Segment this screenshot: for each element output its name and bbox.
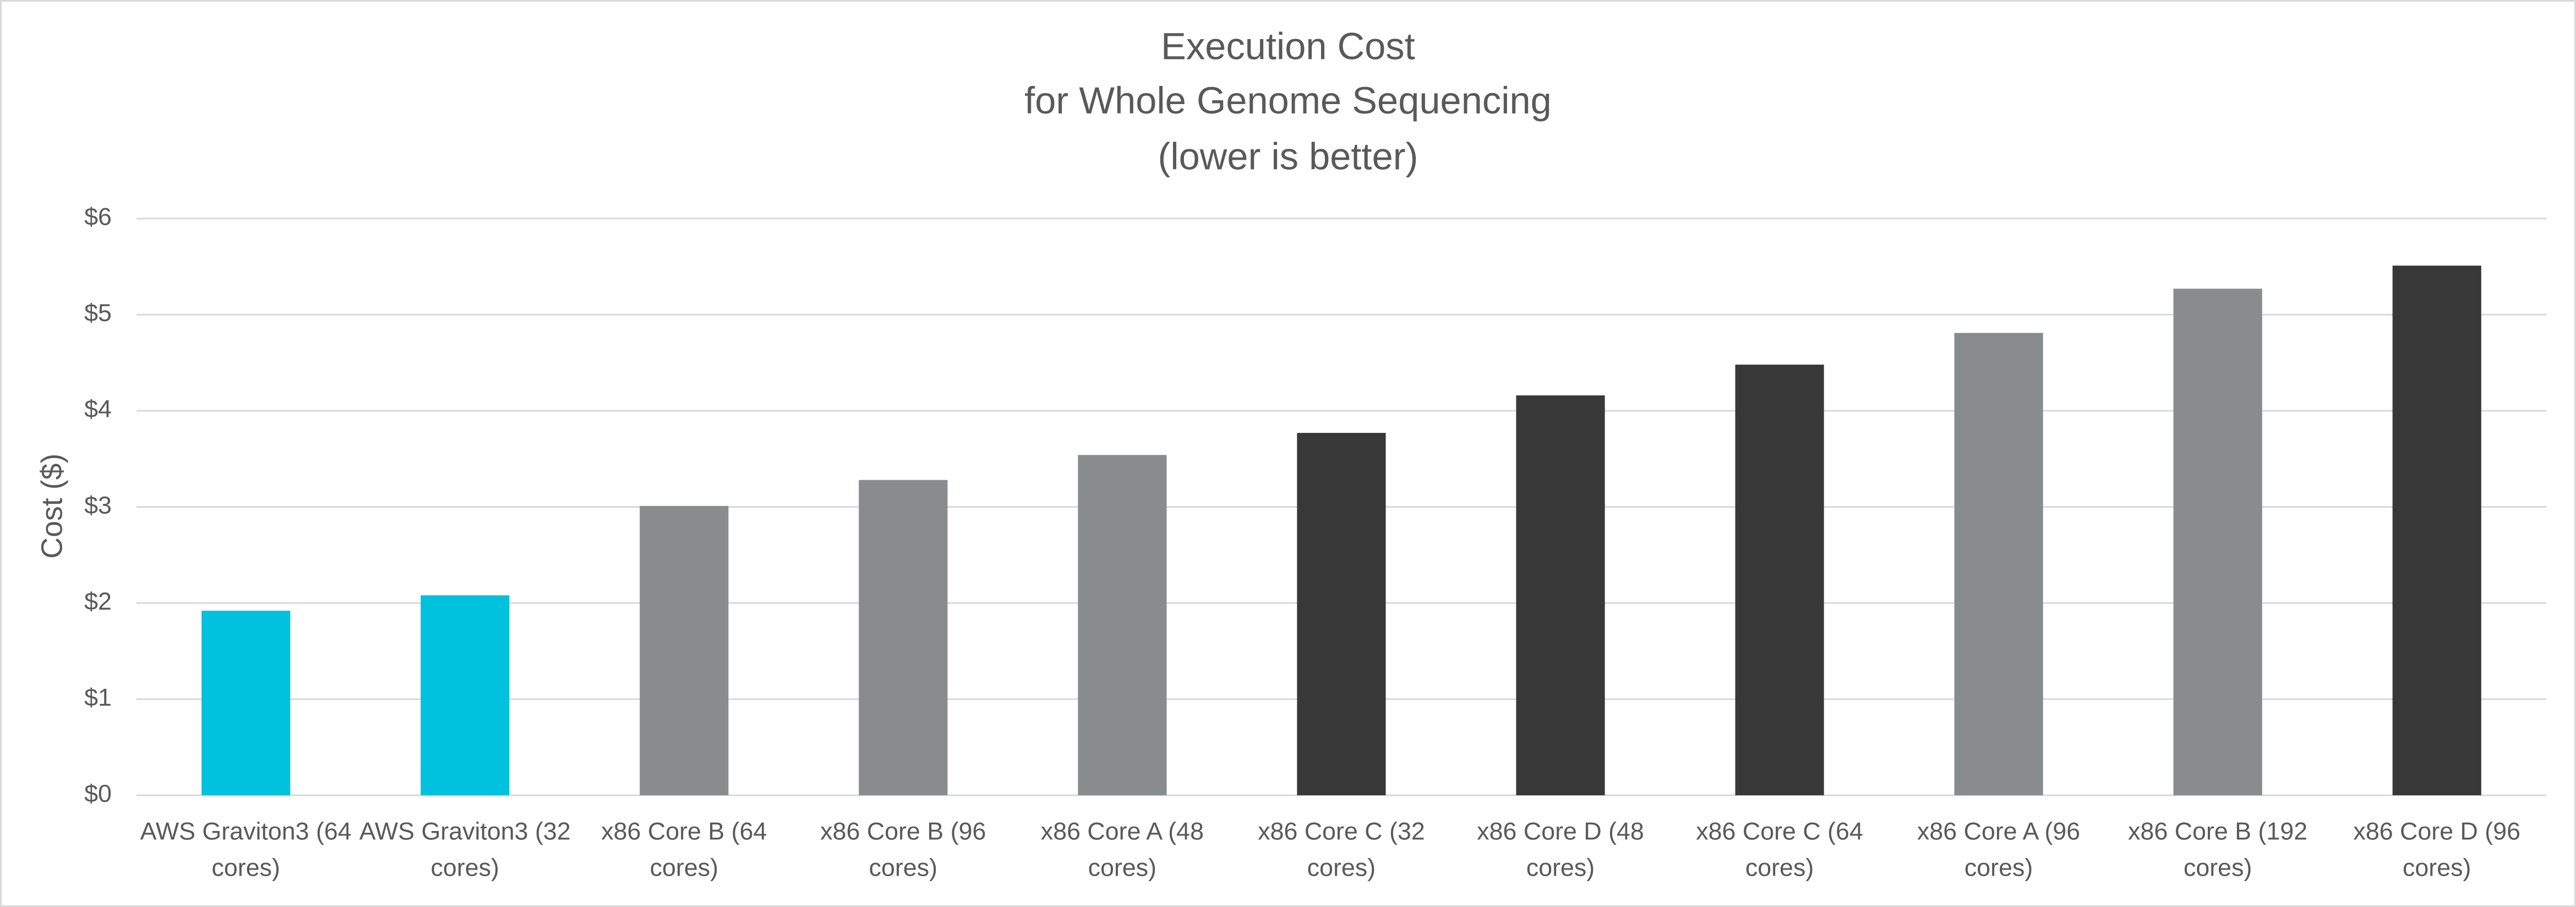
bar (421, 595, 510, 796)
x-tick-label: x86 Core A (48 cores) (1040, 818, 1204, 883)
x-tick-label-box: x86 Core B (96 cores) (820, 818, 986, 883)
bar (859, 480, 948, 796)
x-tick-label-box: AWS Graviton3 (64 cores) (140, 818, 352, 883)
x-tick-label: x86 Core B (96 cores) (820, 818, 986, 883)
x-tick-label-box: x86 Core A (96 cores) (1917, 818, 2081, 883)
bar (1735, 365, 1824, 796)
y-tick-label: $5 (84, 299, 112, 327)
bar (2392, 265, 2481, 796)
bar (640, 506, 729, 796)
x-tick-label-box: x86 Core B (192 cores) (2128, 818, 2308, 883)
bar (1078, 455, 1167, 796)
x-tick-label: x86 Core C (32 cores) (1258, 818, 1425, 883)
chart-title: (lower is better) (1158, 135, 1418, 178)
bar (201, 610, 291, 796)
chart-title: for Whole Genome Sequencing (1024, 79, 1552, 122)
x-tick-label: x86 Core C (64 cores) (1696, 818, 1863, 883)
chart-title: Execution Cost (1161, 25, 1415, 68)
x-tick-label: x86 Core D (48 cores) (1477, 818, 1644, 883)
bar (2173, 289, 2262, 796)
y-tick-label: $0 (84, 780, 112, 807)
y-tick-label: $4 (84, 395, 112, 423)
x-tick-label-box: x86 Core A (48 cores) (1040, 818, 1204, 883)
bar (1297, 433, 1386, 796)
x-tick-label-box: AWS Graviton3 (32 cores) (359, 818, 571, 883)
x-tick-label-box: x86 Core B (64 cores) (601, 818, 767, 883)
bar (1954, 333, 2043, 796)
x-tick-label-box: x86 Core C (64 cores) (1696, 818, 1863, 883)
y-tick-label: $3 (84, 491, 112, 519)
x-tick-label-box: x86 Core D (96 cores) (2353, 818, 2521, 883)
x-tick-label: x86 Core B (192 cores) (2128, 818, 2308, 883)
y-tick-label: $2 (84, 588, 112, 615)
x-tick-label-box: x86 Core C (32 cores) (1258, 818, 1425, 883)
y-tick-label: $6 (84, 203, 112, 231)
x-tick-label: x86 Core D (96 cores) (2353, 818, 2521, 883)
x-tick-label-box: x86 Core D (48 cores) (1477, 818, 1644, 883)
y-axis-label: Cost ($) (36, 454, 69, 559)
x-tick-label: x86 Core B (64 cores) (601, 818, 767, 883)
y-tick-label: $1 (84, 683, 112, 711)
x-tick-label: x86 Core A (96 cores) (1917, 818, 2081, 883)
x-tick-label: AWS Graviton3 (64 cores) (140, 818, 352, 883)
bar (1516, 395, 1605, 796)
x-tick-label: AWS Graviton3 (32 cores) (359, 818, 571, 883)
